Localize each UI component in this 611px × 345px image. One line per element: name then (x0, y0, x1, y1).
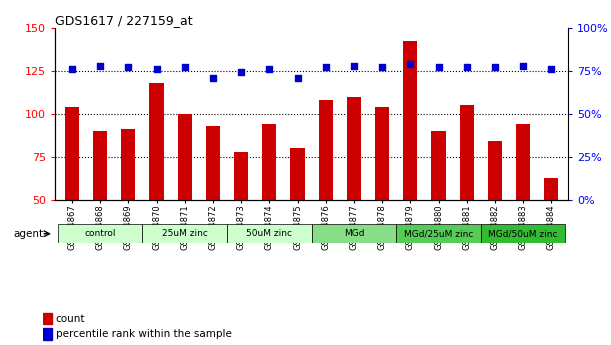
Point (377, 65, 387, 70)
Bar (65, 107, 79, 200)
Point (236, 70, 246, 75)
Bar (312, 224, 396, 243)
Text: count: count (56, 314, 85, 324)
Point (67, 66, 77, 72)
Bar (459, 105, 474, 200)
Point (293, 75, 302, 80)
Bar (227, 224, 312, 243)
Point (490, 65, 500, 70)
Point (180, 65, 189, 70)
Bar (403, 41, 417, 200)
Bar (544, 178, 558, 200)
Bar (58, 224, 142, 243)
Text: GDS1617 / 227159_at: GDS1617 / 227159_at (55, 14, 192, 27)
Bar (234, 152, 248, 200)
Point (434, 65, 444, 70)
Bar (43, 313, 52, 324)
Bar (290, 148, 304, 200)
Point (152, 66, 161, 72)
Bar (396, 224, 481, 243)
Bar (150, 83, 164, 200)
Bar (488, 141, 502, 200)
Point (462, 65, 472, 70)
Point (123, 65, 133, 70)
Bar (43, 328, 52, 340)
Bar (375, 107, 389, 200)
Point (321, 65, 331, 70)
Text: percentile rank within the sample: percentile rank within the sample (56, 329, 232, 339)
Point (208, 75, 218, 80)
Bar (431, 131, 445, 200)
Bar (516, 124, 530, 200)
Text: agent: agent (13, 229, 44, 239)
Text: MGd: MGd (343, 229, 364, 238)
Text: 25uM zinc: 25uM zinc (162, 229, 208, 238)
Point (406, 61, 415, 67)
Bar (262, 124, 276, 200)
Text: MGd/25uM zinc: MGd/25uM zinc (404, 229, 473, 238)
Point (518, 63, 528, 68)
Point (546, 66, 556, 72)
Text: control: control (84, 229, 116, 238)
Bar (178, 114, 192, 200)
Bar (319, 100, 333, 200)
Bar (142, 224, 227, 243)
Bar (347, 97, 361, 200)
Text: 50uM zinc: 50uM zinc (246, 229, 292, 238)
Bar (93, 131, 107, 200)
Bar (121, 129, 136, 200)
Point (95, 63, 105, 68)
Point (265, 66, 274, 72)
Bar (481, 224, 565, 243)
Bar (206, 126, 220, 200)
Point (349, 63, 359, 68)
Text: MGd/50uM zinc: MGd/50uM zinc (488, 229, 558, 238)
